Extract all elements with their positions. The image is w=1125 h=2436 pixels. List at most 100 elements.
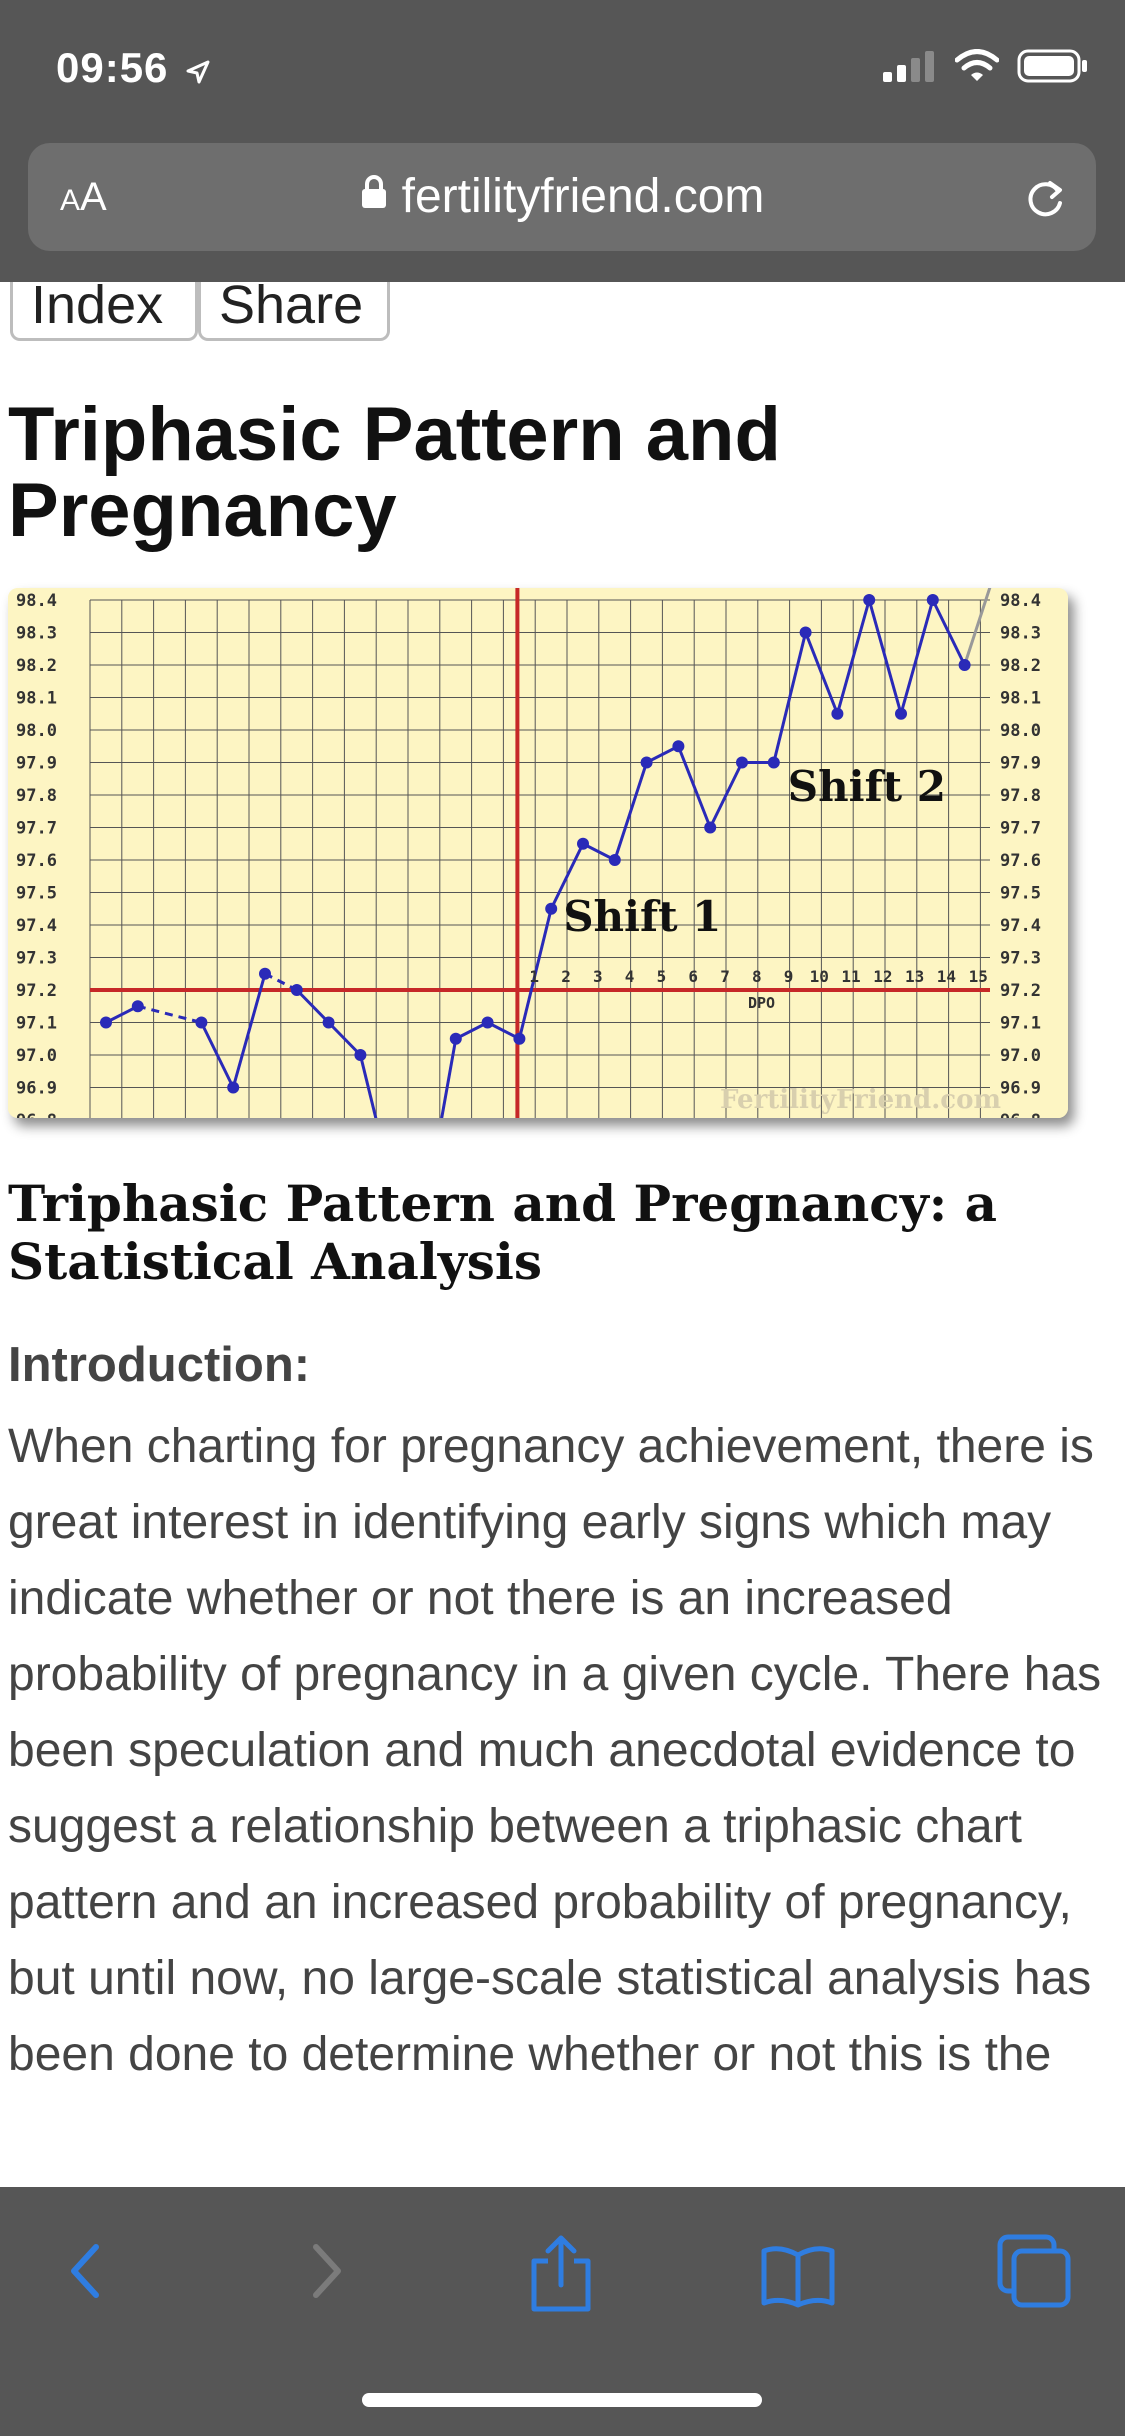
forward-button[interactable]	[300, 2239, 352, 2308]
lock-icon	[360, 167, 388, 223]
dpo-tick-label: 12	[873, 967, 892, 986]
dpo-tick-label: 8	[752, 967, 762, 986]
annotation-shift-2: Shift 2	[788, 762, 946, 811]
dpo-tick-label: 7	[720, 967, 730, 986]
y-tick-label-right: 97.9	[1000, 754, 1041, 774]
annotation-shift-1: Shift 1	[563, 892, 721, 941]
series-line-segment	[899, 599, 935, 715]
dpo-tick-label: 15	[969, 967, 988, 986]
dpo-tick-label: 6	[688, 967, 698, 986]
series-line-segment	[931, 599, 966, 666]
back-icon	[60, 2244, 112, 2307]
data-point	[227, 1081, 240, 1094]
bookmarks-button[interactable]	[760, 2243, 836, 2314]
y-tick-label-right: 97.2	[1000, 981, 1041, 1001]
series-line-segment	[677, 745, 712, 829]
data-point	[767, 756, 780, 769]
intro-heading: Introduction:	[8, 1338, 311, 1392]
series-line-segment	[358, 1054, 378, 1118]
data-point	[672, 740, 685, 753]
data-point	[863, 594, 876, 606]
page-content: Index Share Triphasic Pattern and Pregna…	[0, 282, 1125, 2187]
y-tick-label-left: 98.4	[16, 591, 57, 611]
url-display[interactable]: fertilityfriend.com	[28, 169, 1096, 227]
y-tick-label-right: 96.9	[1000, 1079, 1041, 1099]
series-line-segment	[963, 588, 992, 666]
y-tick-label-left: 97.8	[16, 786, 57, 806]
reload-icon	[1020, 181, 1070, 227]
data-point	[831, 707, 844, 720]
series-line-segment	[804, 631, 839, 715]
series-line-segment	[327, 1021, 362, 1057]
wifi-icon	[954, 49, 1000, 88]
y-tick-label-left: 97.3	[16, 949, 57, 969]
series-line-segment	[231, 973, 267, 1088]
reload-button[interactable]	[1020, 173, 1070, 228]
battery-icon	[1017, 48, 1089, 89]
series-line-segment	[835, 599, 871, 715]
back-button[interactable]	[60, 2239, 112, 2308]
series-line-segment	[517, 908, 553, 1040]
y-tick-label-right: 98.3	[1000, 624, 1041, 644]
series-line-segment	[867, 599, 903, 715]
y-tick-label-right: 98.1	[1000, 689, 1041, 709]
series-line-segment	[295, 988, 330, 1024]
data-point	[481, 1016, 494, 1029]
y-tick-label-right: 97.0	[1000, 1046, 1041, 1066]
address-bar[interactable]: AA fertilityfriend.com	[28, 143, 1096, 251]
y-tick-label-left: 97.0	[16, 1046, 57, 1066]
browser-top-bar: 09:56	[0, 0, 1125, 282]
y-tick-label-right: 97.3	[1000, 949, 1041, 969]
series-line-segment	[772, 632, 808, 763]
dpo-tick-label: 14	[937, 967, 956, 986]
page-title: Triphasic Pattern and Pregnancy	[8, 392, 781, 553]
chart-labels: 98.4 98.4 98.3 98.3 98.2 98.2 98.1 98.1 98.0 98.0…	[16, 591, 1041, 1118]
y-tick-label-right: 97.8	[1000, 786, 1041, 806]
series-line-segment	[137, 1004, 202, 1024]
bbt-chart: 98.4 98.4 98.3 98.3 98.2 98.2 98.1 98.1 98.0 98.0…	[8, 588, 1068, 1118]
dpo-tick-label: 9	[784, 967, 794, 986]
dpo-tick-label: 3	[593, 967, 603, 986]
location-arrow-icon	[185, 47, 211, 95]
data-point	[322, 1016, 335, 1029]
data-point	[577, 837, 589, 850]
status-icons	[881, 48, 1089, 89]
dpo-tick-label: 10	[810, 967, 829, 986]
data-point	[704, 821, 717, 834]
y-tick-label-right: 98.0	[1000, 721, 1041, 741]
y-tick-label-right: 97.6	[1000, 851, 1041, 871]
data-point	[131, 1000, 144, 1013]
share-button[interactable]	[526, 2233, 596, 2318]
y-tick-label-left: 97.6	[16, 851, 57, 871]
y-tick-label-left: 98.1	[16, 689, 57, 709]
y-tick-label-right: 97.4	[1000, 916, 1041, 936]
y-tick-label-left: 98.3	[16, 624, 57, 644]
series-line-segment	[440, 1038, 458, 1118]
y-tick-label-left: 97.9	[16, 754, 57, 774]
index-button[interactable]: Index	[10, 282, 198, 341]
data-point	[958, 659, 971, 671]
share-link-button[interactable]: Share	[198, 282, 390, 341]
data-point	[195, 1016, 208, 1029]
data-point	[100, 1016, 112, 1029]
reader-view-button[interactable]: AA	[60, 173, 107, 225]
cellular-signal-icon	[881, 50, 937, 87]
y-tick-label-left: 98.0	[16, 721, 57, 741]
dpo-tick-label: 1	[529, 967, 539, 986]
series-line-segment	[200, 1021, 235, 1089]
data-point	[926, 594, 939, 606]
dpo-tick-label: 13	[905, 967, 924, 986]
data-point	[799, 626, 812, 639]
forward-icon	[300, 2244, 352, 2307]
y-tick-label-right: 98.4	[1000, 591, 1041, 611]
share-icon	[526, 2235, 596, 2317]
tabs-button[interactable]	[996, 2233, 1072, 2314]
y-tick-label-right: 97.7	[1000, 819, 1041, 839]
bbt-chart-svg: 98.4 98.4 98.3 98.3 98.2 98.2 98.1 98.1 98.0 98.0…	[8, 588, 1068, 1118]
home-indicator[interactable]	[362, 2393, 762, 2407]
data-point	[736, 756, 748, 769]
bookmarks-icon	[760, 2246, 836, 2313]
y-tick-label-left: 97.5	[16, 884, 57, 904]
y-tick-label-left: 96.9	[16, 1079, 57, 1099]
x-axis-label: DPO	[748, 994, 775, 1012]
